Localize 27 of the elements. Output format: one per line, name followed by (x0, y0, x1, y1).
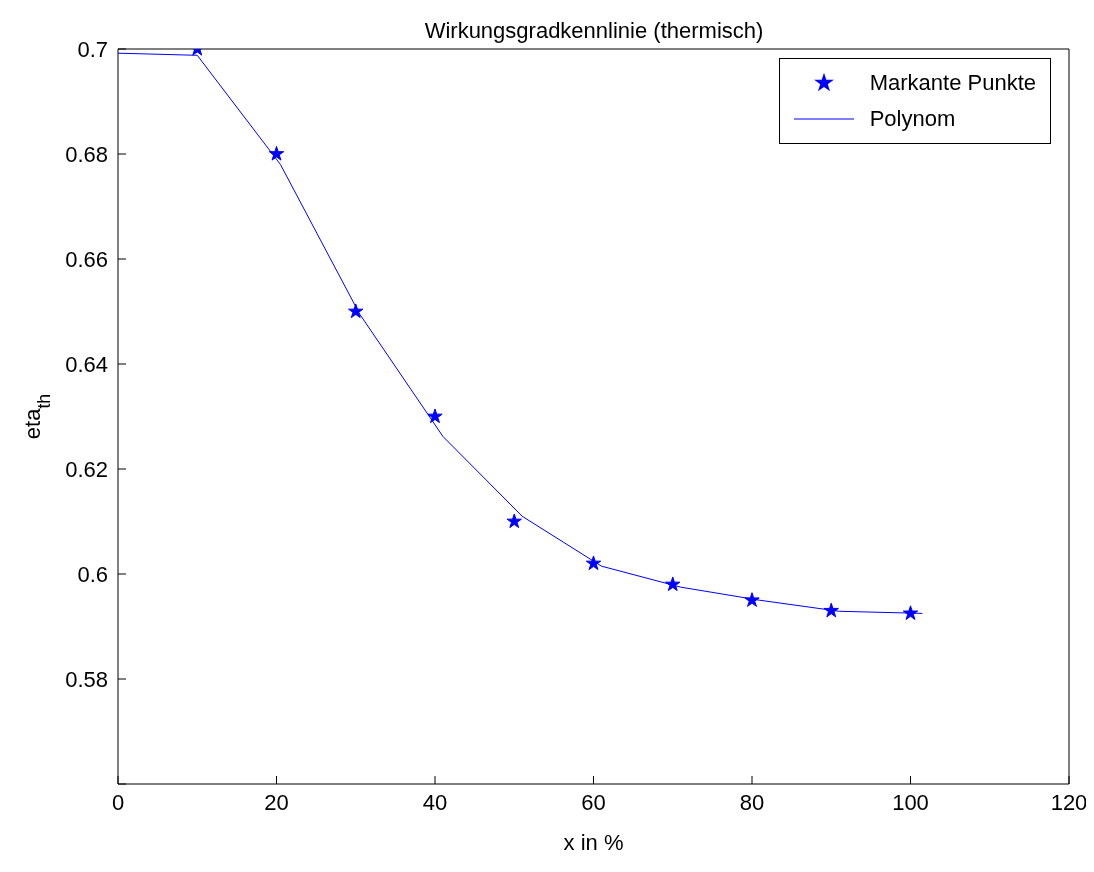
x-tick-label: 20 (264, 789, 289, 815)
point (506, 513, 522, 529)
y-tick-label: 0.58 (65, 666, 108, 692)
legend-label: Markante Punkte (869, 69, 1036, 97)
x-axis-title: x in % (563, 830, 624, 855)
point (268, 145, 285, 161)
x-tick-label: 100 (892, 789, 929, 815)
y-tick-label: 0.6 (77, 561, 108, 587)
x-tick-label: 80 (739, 789, 765, 815)
x-tick-label: 120 (1050, 789, 1088, 815)
y-tick-label: 0.64 (65, 351, 108, 377)
y-tick-label: 0.68 (65, 141, 108, 167)
point (665, 576, 681, 592)
chart-title: Wirkungsgradkennlinie (thermisch) (423, 18, 765, 44)
point (427, 408, 443, 424)
x-tick-label: 60 (581, 789, 606, 815)
legend-label: Polynom (869, 105, 956, 133)
point (823, 602, 839, 618)
x-tick-label: 0 (111, 789, 125, 815)
point (348, 303, 364, 319)
point (902, 605, 919, 620)
y-tick-label: 0.7 (77, 36, 108, 62)
y-tick-label: 0.62 (65, 456, 108, 482)
point (744, 592, 760, 607)
y-tick-label: 0.66 (65, 246, 108, 272)
point (585, 555, 602, 571)
x-tick-label: 40 (422, 789, 448, 815)
